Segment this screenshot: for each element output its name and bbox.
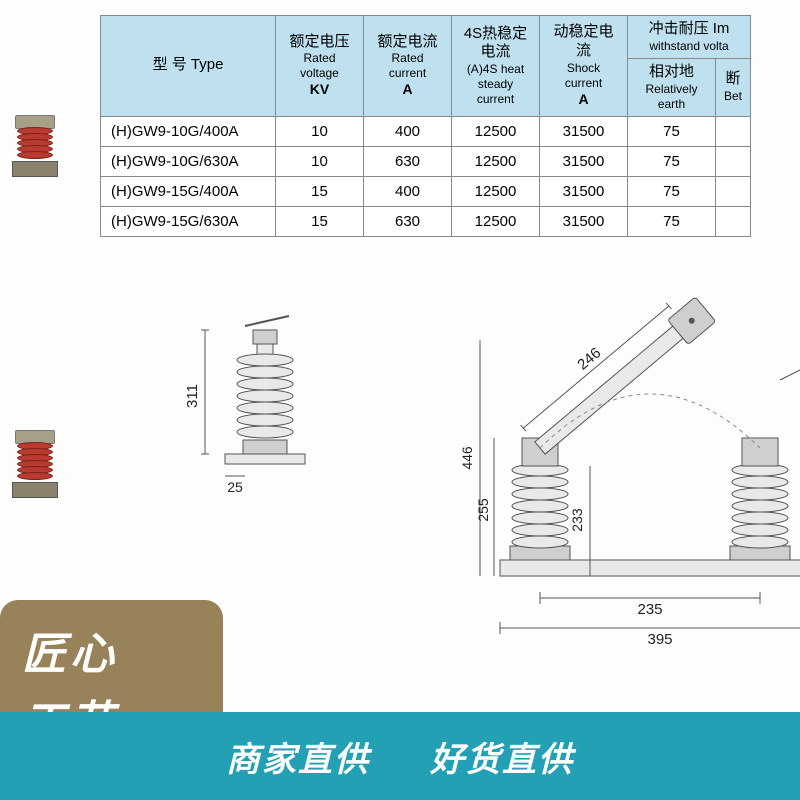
dim-246: 246 [574,344,604,373]
spec-table-body: (H)GW9-10G/400A 10 400 12500 31500 75 (H… [101,116,751,236]
badge-craft-line1: 匠心 [22,618,118,682]
table-row: (H)GW9-10G/400A 10 400 12500 31500 75 [101,116,751,146]
table-row: (H)GW9-10G/630A 10 630 12500 31500 75 [101,146,751,176]
spec-table: 型 号 Type 额定电压 Rated voltage KV 额定电流 Rate… [100,15,751,237]
technical-diagram: 311 25 [180,290,800,670]
col-heat: 4S热稳定电流 (A)4S heat steady current [452,16,540,117]
dim-446: 446 [459,446,475,470]
product-photo-bottom [0,430,70,580]
col-impulse: 冲击耐压 Im withstand volta [628,16,751,59]
dim-395: 395 [647,631,672,648]
col-voltage: 额定电压 Rated voltage KV [276,16,364,117]
product-photo-top [0,115,70,235]
dim-25: 25 [227,479,243,495]
col-earth: 相对地 Relatively earth [628,58,716,116]
spec-table-wrap: 型 号 Type 额定电压 Rated voltage KV 额定电流 Rate… [100,15,800,237]
bottom-right-text: 好货直供 [430,732,574,781]
diagram-left-insulator: 311 25 [184,316,305,495]
bottom-left-text: 商家直供 [226,732,370,781]
col-type: 型 号 Type [101,16,276,117]
dim-235: 235 [637,601,662,618]
col-shock: 动稳定电流 Shock current A [540,16,628,117]
table-row: (H)GW9-15G/400A 15 400 12500 31500 75 [101,176,751,206]
col-between: 断 Bet [716,58,751,116]
dim-255: 255 [475,498,491,522]
dim-311: 311 [184,384,201,408]
diagram-right-assembly: 246 5 446 255 233 235 [459,291,800,648]
page-root: 型 号 Type 额定电压 Rated voltage KV 额定电流 Rate… [0,0,800,800]
dim-233: 233 [569,508,585,532]
bottom-bar: 商家直供 好货直供 [0,712,800,800]
col-current: 额定电流 Rated current A [364,16,452,117]
table-row: (H)GW9-15G/630A 15 630 12500 31500 75 [101,206,751,236]
